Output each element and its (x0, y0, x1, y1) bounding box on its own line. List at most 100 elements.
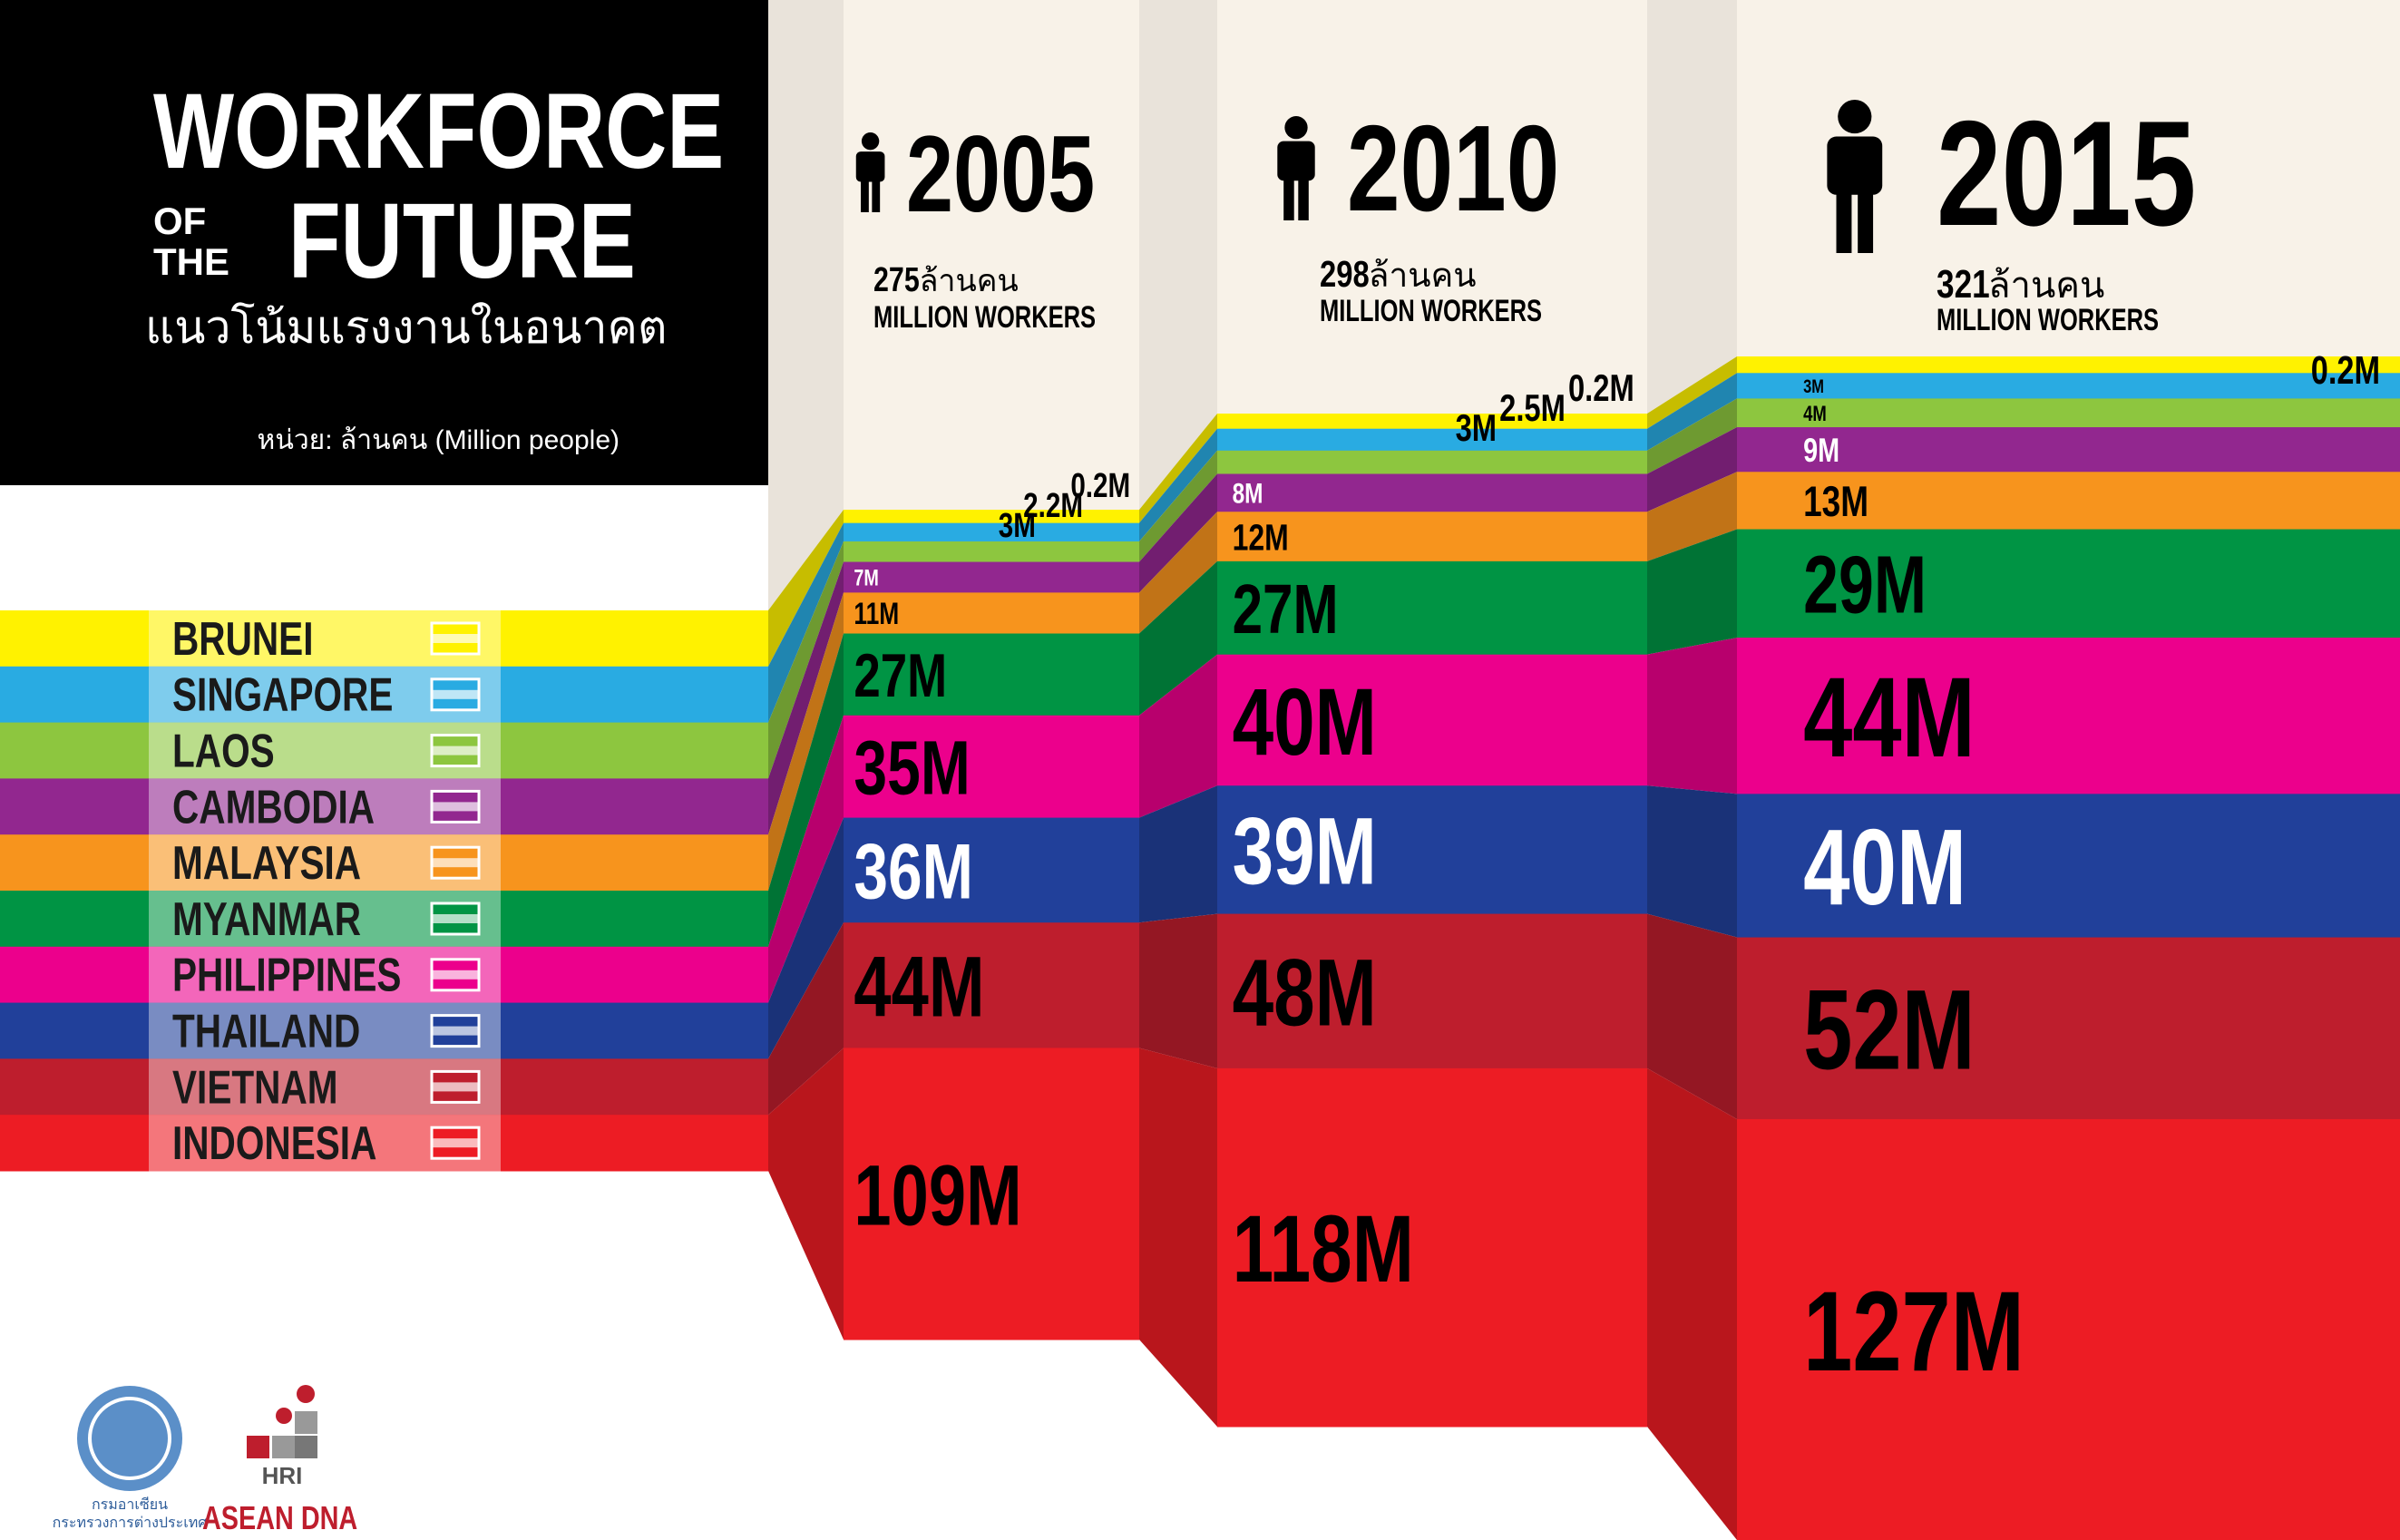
column-background (844, 0, 1139, 510)
legend-label: PHILIPPINES (172, 950, 401, 1002)
connector (768, 1048, 844, 1340)
title-small: OF (153, 200, 206, 242)
person-icon (855, 151, 885, 182)
gap-background (1139, 0, 1217, 510)
legend-label: SINGAPORE (172, 669, 393, 722)
legend-band (0, 778, 768, 835)
ministry-name: กระทรวงการต่างประเทศ (53, 1516, 208, 1531)
legend-label: THAILAND (172, 1006, 360, 1058)
legend-band (0, 946, 768, 1004)
data-label: 48M (1233, 941, 1377, 1047)
data-label: 12M (1233, 516, 1289, 558)
title-small: THE (153, 240, 229, 283)
person-icon (861, 132, 880, 151)
bar-segment (1217, 473, 1647, 512)
data-label: 0.2M (1568, 366, 1634, 409)
hri-text: HRI (262, 1462, 303, 1489)
legend-label: INDONESIA (172, 1117, 376, 1170)
legend-label: BRUNEI (172, 613, 313, 666)
connector (1647, 373, 1737, 451)
connector (1647, 529, 1737, 655)
legend-band (0, 722, 768, 779)
bar-segment (844, 541, 1139, 563)
data-label: 4M (1803, 403, 1827, 426)
person-icon (1858, 183, 1874, 253)
connector (1139, 785, 1217, 923)
bar-segment (1737, 529, 2400, 638)
legend-band (0, 834, 768, 892)
connector (1647, 427, 1737, 512)
person-icon (861, 176, 869, 212)
person-icon (1283, 173, 1294, 220)
connector (768, 561, 844, 835)
total-value: 298 (1320, 253, 1370, 295)
logos: กรมอาเซียน กระทรวงการต่างประเทศ HRI ASEA… (53, 1385, 357, 1536)
bar-segment (844, 715, 1139, 819)
connector (1647, 356, 1737, 429)
connector (1139, 654, 1217, 818)
legend-flag-stripe (432, 1138, 479, 1148)
bar-segment (844, 510, 1139, 524)
legend-band (0, 891, 768, 948)
data-label: 27M (1233, 570, 1339, 648)
bar-segment (844, 1048, 1139, 1340)
data-label: 118M (1233, 1196, 1414, 1302)
bar-segment (844, 592, 1139, 635)
hri-block (295, 1411, 317, 1434)
legend-flag-stripe (432, 858, 479, 868)
connector (1647, 398, 1737, 474)
bar-segment (1737, 794, 2400, 939)
legend-flag-stripe (432, 802, 479, 812)
total-unit: ล้านคน (920, 264, 1019, 298)
data-label: 27M (854, 642, 947, 710)
legend-flag-stripe (432, 1082, 479, 1092)
data-label: 3M (1456, 406, 1498, 449)
bar-segment (1737, 472, 2400, 531)
data-label: 127M (1803, 1269, 2024, 1395)
bar-segment (1217, 785, 1647, 915)
data-label: 52M (1803, 968, 1976, 1094)
connector (768, 633, 844, 947)
legend-label: VIETNAM (172, 1061, 338, 1114)
connector (1139, 512, 1217, 634)
total-unit: ล้านคน (1369, 257, 1477, 294)
legend-flag-stripe (432, 914, 479, 923)
connector (768, 922, 844, 1116)
data-label: 13M (1803, 478, 1868, 526)
legend-band (0, 1115, 768, 1172)
bar-segment (1217, 414, 1647, 430)
data-label: 40M (1233, 669, 1377, 775)
title-line: FUTURE (288, 181, 636, 301)
connector (1647, 913, 1737, 1119)
legend-flag-stripe (432, 746, 479, 755)
bar-segment (1737, 427, 2400, 473)
data-label: 3M (999, 507, 1036, 545)
bar-segment (1737, 373, 2400, 399)
person-icon (872, 176, 881, 212)
bar-segment (1217, 654, 1647, 786)
data-label: 109M (854, 1147, 1021, 1243)
hri-dot (297, 1385, 315, 1403)
ministry-seal (77, 1386, 182, 1491)
bar-segment (844, 633, 1139, 716)
connector (1139, 450, 1217, 562)
connector (768, 510, 844, 667)
total-unit: ล้านคน (1988, 266, 2104, 306)
data-label: 44M (1803, 655, 1976, 781)
data-label: 40M (1803, 808, 1966, 928)
bar-segment (844, 817, 1139, 923)
hri-block (272, 1436, 295, 1458)
title-box (0, 0, 768, 485)
person-icon (1827, 136, 1883, 195)
connector (1647, 1067, 1737, 1540)
legend-label: LAOS (172, 726, 275, 778)
legend-band (0, 1002, 768, 1059)
year-label: 2005 (906, 113, 1095, 235)
data-label: 39M (1233, 799, 1377, 905)
bar-segment (1737, 398, 2400, 428)
connector (768, 541, 844, 779)
gap-background (1647, 0, 1737, 414)
connector (768, 715, 844, 1003)
unit-note: หน่วย: ล้านคน (Million people) (258, 425, 620, 455)
bar-segment (1737, 356, 2400, 374)
